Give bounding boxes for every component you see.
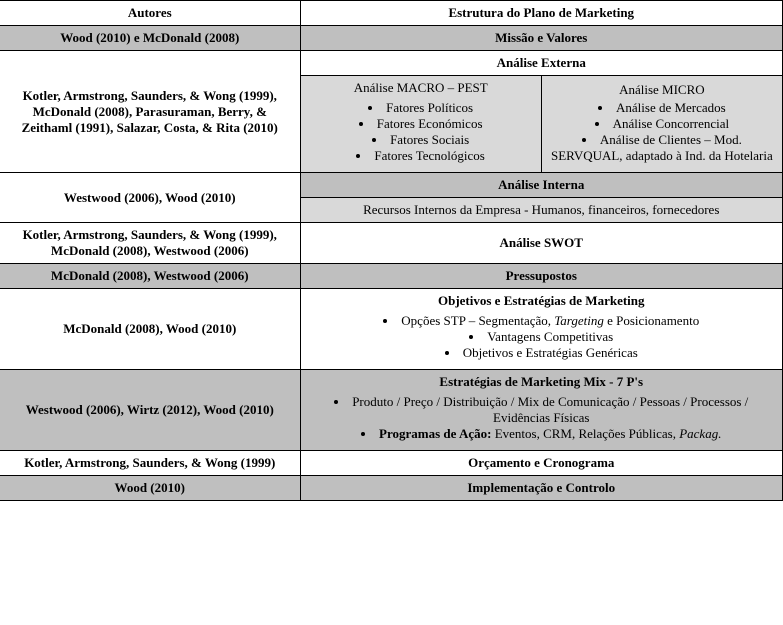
mix-cell: Estratégias de Marketing Mix - 7 P's Pro…	[300, 370, 783, 451]
macro-item: Fatores Políticos	[356, 100, 484, 116]
mix-li2-it: Packag.	[679, 426, 721, 441]
external-macro-list: Fatores Políticos Fatores Económicos Fat…	[356, 100, 484, 164]
mix-title: Estratégias de Marketing Mix - 7 P's	[439, 374, 643, 389]
table-header-row: Autores Estrutura do Plano de Marketing	[0, 1, 783, 26]
objectives-authors: McDonald (2008), Wood (2010)	[0, 289, 300, 370]
mission-authors: Wood (2010) e McDonald (2008)	[0, 26, 300, 51]
impl-authors: Wood (2010)	[0, 476, 300, 501]
internal-sub: Recursos Internos da Empresa - Humanos, …	[300, 198, 783, 223]
objectives-item: Vantagens Competitivas	[383, 329, 699, 345]
macro-item: Fatores Tecnológicos	[356, 148, 484, 164]
obj-li1-post: e Posicionamento	[604, 313, 699, 328]
macro-item: Fatores Económicos	[356, 116, 484, 132]
external-macro-cell: Análise MACRO – PEST Fatores Políticos F…	[300, 76, 541, 173]
row-assumptions: McDonald (2008), Westwood (2006) Pressup…	[0, 264, 783, 289]
row-mix: Westwood (2006), Wirtz (2012), Wood (201…	[0, 370, 783, 451]
objectives-item: Opções STP – Segmentação, Targeting e Po…	[383, 313, 699, 329]
micro-item: Análise de Mercados	[548, 100, 776, 116]
objectives-item: Objetivos e Estratégias Genéricas	[383, 345, 699, 361]
mission-title: Missão e Valores	[300, 26, 783, 51]
row-mission: Wood (2010) e McDonald (2008) Missão e V…	[0, 26, 783, 51]
mix-li2-b: Programas de Ação:	[379, 426, 491, 441]
external-micro-cell: Análise MICRO Análise de Mercados Anális…	[541, 76, 782, 173]
budget-title: Orçamento e Cronograma	[300, 451, 783, 476]
micro-item: Análise Concorrencial	[548, 116, 776, 132]
internal-authors: Westwood (2006), Wood (2010)	[0, 173, 300, 223]
mix-item: Programas de Ação: Eventos, CRM, Relaçõe…	[307, 426, 777, 442]
mix-authors: Westwood (2006), Wirtz (2012), Wood (201…	[0, 370, 300, 451]
swot-title: Análise SWOT	[300, 223, 783, 264]
impl-title: Implementação e Controlo	[300, 476, 783, 501]
row-impl: Wood (2010) Implementação e Controlo	[0, 476, 783, 501]
obj-li1-it: Targeting	[554, 313, 604, 328]
mix-list: Produto / Preço / Distribuição / Mix de …	[307, 394, 777, 442]
macro-item: Fatores Sociais	[356, 132, 484, 148]
marketing-plan-table: Autores Estrutura do Plano de Marketing …	[0, 0, 783, 501]
assumptions-authors: McDonald (2008), Westwood (2006)	[0, 264, 300, 289]
external-authors: Kotler, Armstrong, Saunders, & Wong (199…	[0, 51, 300, 173]
internal-title: Análise Interna	[300, 173, 783, 198]
row-external-title: Kotler, Armstrong, Saunders, & Wong (199…	[0, 51, 783, 76]
swot-authors: Kotler, Armstrong, Saunders, & Wong (199…	[0, 223, 300, 264]
mix-li2-rest-pre: Eventos, CRM, Relações Públicas,	[491, 426, 679, 441]
external-micro-list: Análise de Mercados Análise Concorrencia…	[548, 100, 776, 164]
objectives-list: Opções STP – Segmentação, Targeting e Po…	[383, 313, 699, 361]
obj-li1-pre: Opções STP – Segmentação,	[401, 313, 554, 328]
row-swot: Kotler, Armstrong, Saunders, & Wong (199…	[0, 223, 783, 264]
assumptions-title: Pressupostos	[300, 264, 783, 289]
header-authors: Autores	[0, 1, 300, 26]
external-micro-title: Análise MICRO	[619, 82, 705, 97]
objectives-cell: Objetivos e Estratégias de Marketing Opç…	[300, 289, 783, 370]
external-title: Análise Externa	[300, 51, 783, 76]
budget-authors: Kotler, Armstrong, Saunders, & Wong (199…	[0, 451, 300, 476]
external-macro-title: Análise MACRO – PEST	[354, 80, 488, 95]
header-structure: Estrutura do Plano de Marketing	[300, 1, 783, 26]
row-budget: Kotler, Armstrong, Saunders, & Wong (199…	[0, 451, 783, 476]
objectives-title: Objetivos e Estratégias de Marketing	[438, 293, 645, 308]
micro-item: Análise de Clientes – Mod. SERVQUAL, ada…	[548, 132, 776, 164]
mix-item: Produto / Preço / Distribuição / Mix de …	[307, 394, 777, 426]
row-objectives: McDonald (2008), Wood (2010) Objetivos e…	[0, 289, 783, 370]
row-internal-title: Westwood (2006), Wood (2010) Análise Int…	[0, 173, 783, 198]
